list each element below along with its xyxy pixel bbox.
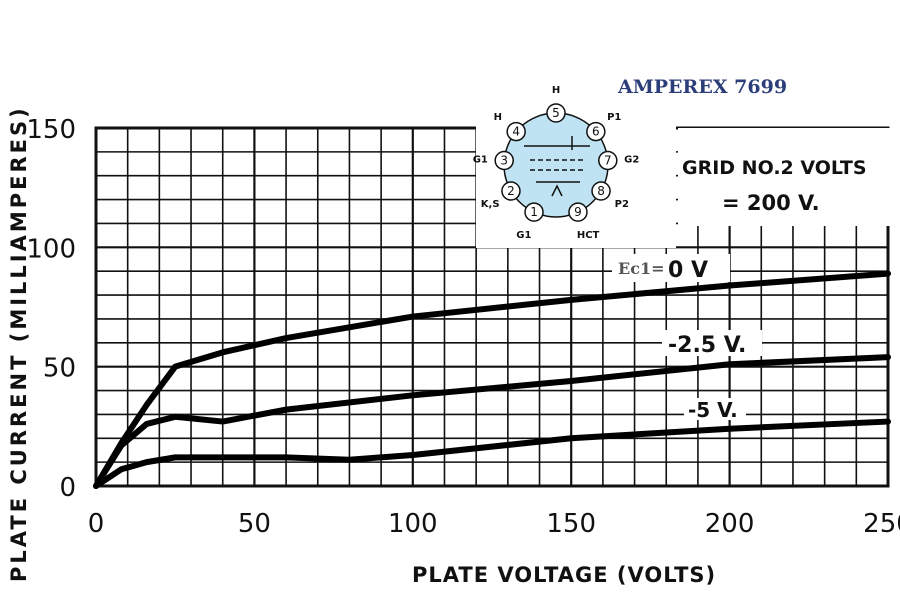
pin-8-name: P2: [615, 199, 629, 210]
x-axis-label: PLATE VOLTAGE (VOLTS): [412, 563, 716, 587]
series-prefix-label: Ec1=: [618, 259, 664, 278]
pin-1-name: G1: [516, 230, 531, 241]
y-tick-label: 100: [26, 234, 76, 264]
series-label-0: 0 V: [668, 258, 708, 283]
pin-4-circle: [506, 121, 526, 142]
pin-6-name: P1: [607, 112, 621, 123]
pin-5-circle: [546, 103, 566, 123]
x-tick-label: 50: [238, 509, 271, 539]
series-line-1: [93, 354, 891, 489]
tube-electrodes: [524, 136, 590, 197]
x-axis: 0 50 100 150 200 250: [88, 509, 900, 539]
pin-7-circle: [598, 150, 618, 171]
y-axis-label: PLATE CURRENT (MILLIAMPERES): [7, 105, 31, 582]
y-axis: 0 50 100 150: [26, 115, 76, 503]
pin-5-number: 5: [552, 106, 560, 120]
pin-5-name: H: [552, 85, 560, 96]
grid2-condition-line1: GRID NO.2 VOLTS: [682, 157, 867, 179]
pin-9-circle: [568, 202, 588, 222]
pin-9-name: HCT: [577, 230, 600, 241]
pin-7-number: 7: [604, 153, 612, 167]
x-tick-label: 150: [546, 509, 596, 539]
series-line-0: [93, 270, 891, 489]
pin-2-number: 2: [507, 184, 515, 198]
series-line-2: [93, 418, 891, 489]
pin-7-name: G2: [624, 154, 639, 165]
x-tick-label: 250: [863, 509, 900, 539]
series-label-bg-0: [612, 254, 730, 282]
series-label-1: -2.5 V.: [668, 333, 746, 358]
series-label-bg-1: [662, 330, 762, 356]
x-tick-label: 100: [388, 509, 438, 539]
pin-8-circle: [591, 181, 611, 201]
pin-2-name: K,S: [481, 199, 500, 210]
x-tick-label: 0: [88, 509, 105, 539]
pin-3-name: G1: [473, 154, 488, 165]
pin-3-number: 3: [500, 153, 508, 167]
pin-3-circle: [494, 150, 514, 171]
series-label-bg-2: [684, 398, 746, 420]
pin-8-number: 8: [597, 184, 605, 198]
x-tick-label: 200: [705, 509, 755, 539]
y-tick-label: 0: [59, 473, 76, 503]
pin-9-number: 9: [574, 205, 582, 219]
grid2-condition-line2: = 200 V.: [722, 191, 820, 215]
pin-6-number: 6: [592, 125, 600, 139]
series-label-2: -5 V.: [688, 398, 738, 422]
y-tick-label: 150: [26, 115, 76, 145]
pin-1-circle: [524, 202, 544, 222]
curves: [93, 270, 891, 489]
pin-4-name: H: [494, 112, 502, 123]
pin-6-circle: [586, 121, 606, 142]
pin-2-circle: [501, 181, 521, 201]
pin-4-number: 4: [512, 125, 520, 139]
y-tick-label: 50: [43, 354, 76, 384]
grid2-condition-box: [678, 128, 890, 226]
pin-1-number: 1: [530, 205, 538, 219]
chart-title: AMPEREX 7699: [617, 76, 787, 98]
